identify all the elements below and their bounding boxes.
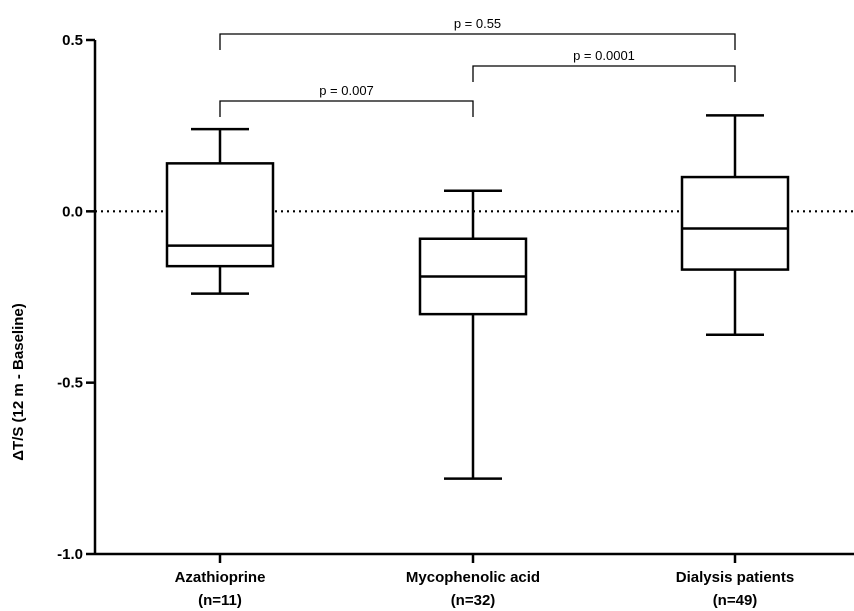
y-axis-label: ΔT/S (12 m - Baseline) xyxy=(10,303,27,461)
iqr-box xyxy=(165,162,275,268)
category-label: Dialysis patients xyxy=(676,569,794,586)
boxes-group xyxy=(165,114,790,480)
y-tick-label: -0.5 xyxy=(57,375,83,392)
comparison-bracket xyxy=(219,100,474,117)
axes: 0.5 0.0 -0.5 -1.0 Azathioprine (n=11) Mycophen… xyxy=(57,32,854,609)
category-n-label: (n=11) xyxy=(198,592,242,609)
comparison-bracket xyxy=(472,65,736,82)
p-value-label: p = 0.0001 xyxy=(573,48,635,63)
y-tick-label: -1.0 xyxy=(57,546,83,563)
iqr-box xyxy=(680,175,790,271)
comparison-bracket xyxy=(219,33,736,50)
p-value-label: p = 0.007 xyxy=(319,83,374,98)
y-tick-label: 0.5 xyxy=(62,32,83,49)
comparisons-group: p = 0.007 p = 0.0001 p = 0.55 xyxy=(219,16,736,117)
category-label: Azathioprine xyxy=(175,569,266,586)
p-value-label: p = 0.55 xyxy=(454,16,501,31)
category-label: Mycophenolic acid xyxy=(406,569,540,586)
category-n-label: (n=32) xyxy=(451,592,496,609)
category-n-label: (n=49) xyxy=(713,592,758,609)
y-tick-label: 0.0 xyxy=(62,203,83,220)
